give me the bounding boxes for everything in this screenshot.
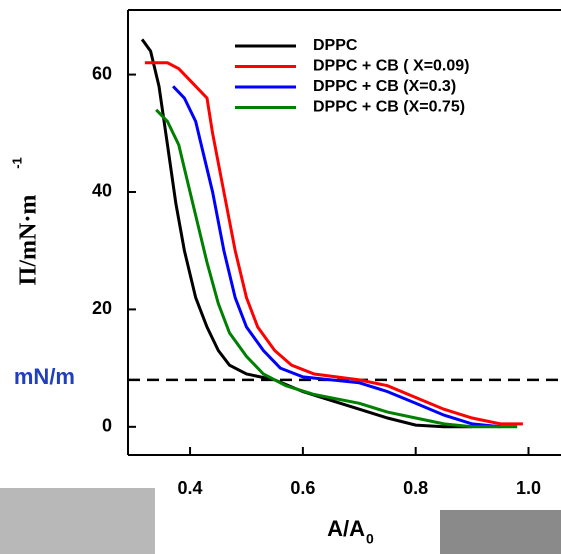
- x-tick-label: 1.0: [516, 478, 541, 498]
- micrograph-right: [440, 510, 561, 554]
- y-tick-label: 40: [92, 181, 112, 201]
- y-tick-label: 20: [92, 298, 112, 318]
- y-tick-label: 60: [92, 63, 112, 83]
- series-line: [172, 85, 501, 429]
- legend-label: DPPC + CB ( X=0.09): [313, 58, 470, 75]
- micrograph-left: [0, 488, 155, 554]
- annotation: mN/m: [14, 364, 75, 389]
- x-tick-label: 0.6: [290, 478, 315, 498]
- x-label-subscript: 0: [366, 531, 374, 547]
- legend-label: DPPC + CB (X=0.3): [313, 78, 456, 95]
- legend-label: DPPC: [313, 37, 358, 54]
- series-line: [140, 38, 473, 429]
- y-label-superscript: -1: [9, 157, 24, 169]
- y-tick-label: 0: [102, 416, 112, 436]
- x-tick-label: 0.8: [403, 478, 428, 498]
- y-label: Π/mN·m: [16, 195, 42, 286]
- x-tick-label: 0.4: [178, 478, 203, 498]
- series-line: [144, 61, 523, 426]
- x-label: A/A: [327, 516, 365, 541]
- series-line: [155, 108, 518, 429]
- legend-label: DPPC + CB (X=0.75): [313, 99, 465, 116]
